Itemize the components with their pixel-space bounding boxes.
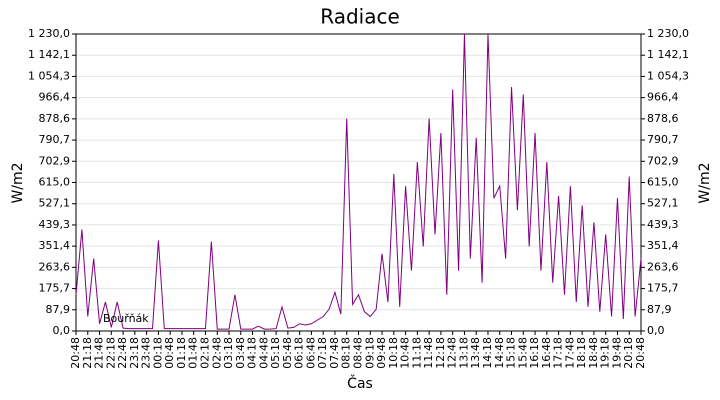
x-tick-label: 03:18 [222, 337, 235, 369]
x-tick-label: 18:18 [575, 337, 588, 369]
x-tick-label: 19:18 [599, 337, 612, 369]
y-tick-label: 1 142,1 [28, 48, 70, 61]
x-tick-label: 05:48 [281, 337, 294, 369]
x-tick-label: 22:18 [104, 337, 117, 369]
x-tick-label: 08:18 [340, 337, 353, 369]
x-tick-label: 23:18 [128, 337, 141, 369]
x-tick-label: 23:48 [140, 337, 153, 369]
x-tick-label: 10:48 [399, 337, 412, 369]
x-axis-label: Čas [347, 374, 373, 392]
y-tick-label: 87,9 [46, 303, 71, 316]
y2-tick-label: 527,1 [647, 197, 679, 210]
y2-tick-label: 790,7 [647, 133, 679, 146]
x-tick-label: 09:18 [363, 337, 376, 369]
y-tick-label: 878,6 [39, 112, 71, 125]
chart-title: Radiace [320, 5, 400, 29]
y2-tick-label: 878,6 [647, 112, 679, 125]
y2-tick-label: 1 142,1 [647, 48, 689, 61]
y-tick-label: 1 054,3 [28, 69, 70, 82]
x-tick-label: 02:48 [210, 337, 223, 369]
y2-tick-label: 1 230,0 [647, 27, 689, 40]
y2-tick-label: 439,3 [647, 218, 679, 231]
y-tick-label: 790,7 [39, 133, 71, 146]
x-tick-label: 03:48 [234, 337, 247, 369]
y-tick-label: 615,0 [39, 176, 71, 189]
y-tick-label: 263,6 [39, 260, 71, 273]
x-tick-label: 20:48 [69, 337, 82, 369]
y-tick-label: 527,1 [39, 197, 71, 210]
y2-tick-label: 966,4 [647, 91, 679, 104]
x-tick-label: 00:48 [163, 337, 176, 369]
x-tick-label: 02:18 [198, 337, 211, 369]
x-tick-label: 04:18 [246, 337, 259, 369]
x-tick-label: 21:18 [81, 337, 94, 369]
x-tick-label: 08:48 [352, 337, 365, 369]
x-tick-label: 04:48 [257, 337, 270, 369]
x-tick-label: 15:18 [505, 337, 518, 369]
x-tick-label: 14:48 [493, 337, 506, 369]
y-tick-label: 966,4 [39, 91, 71, 104]
x-tick-label: 01:48 [187, 337, 200, 369]
legend-label: Bouřňák [103, 312, 149, 325]
x-tick-label: 10:18 [387, 337, 400, 369]
y2-tick-label: 1 054,3 [647, 69, 689, 82]
y2-axis-label: W/m2 [697, 162, 713, 203]
x-tick-label: 16:18 [528, 337, 541, 369]
x-tick-label: 16:48 [540, 337, 553, 369]
x-tick-label: 13:18 [457, 337, 470, 369]
x-tick-label: 22:48 [116, 337, 129, 369]
x-tick-label: 00:18 [151, 337, 164, 369]
y2-tick-label: 615,0 [647, 176, 679, 189]
y-tick-label: 439,3 [39, 218, 71, 231]
y2-tick-label: 702,9 [647, 154, 679, 167]
x-tick-label: 12:48 [446, 337, 459, 369]
y2-tick-label: 263,6 [647, 260, 679, 273]
y-tick-label: 702,9 [39, 154, 71, 167]
x-tick-label: 05:18 [269, 337, 282, 369]
x-tick-label: 06:18 [293, 337, 306, 369]
x-tick-label: 12:18 [434, 337, 447, 369]
x-tick-label: 07:48 [328, 337, 341, 369]
x-tick-label: 20:48 [634, 337, 647, 369]
x-tick-label: 11:18 [410, 337, 423, 369]
y2-tick-label: 175,7 [647, 282, 679, 295]
x-tick-label: 19:48 [610, 337, 623, 369]
y2-tick-label: 0,0 [647, 324, 665, 337]
x-tick-label: 13:48 [469, 337, 482, 369]
x-tick-label: 07:18 [316, 337, 329, 369]
line [75, 33, 642, 330]
y2-tick-label: 351,4 [647, 239, 679, 252]
plot-frame [75, 33, 642, 332]
x-tick-label: 21:48 [93, 337, 106, 369]
x-tick-label: 01:18 [175, 337, 188, 369]
y-tick-label: 1 230,0 [28, 27, 70, 40]
y-axis-label: W/m2 [10, 162, 26, 203]
x-tick-label: 11:48 [422, 337, 435, 369]
y-tick-label: 0,0 [53, 324, 71, 337]
y2-tick-label: 87,9 [647, 303, 672, 316]
x-tick-label: 09:48 [375, 337, 388, 369]
x-tick-label: 14:18 [481, 337, 494, 369]
y-tick-label: 351,4 [39, 239, 71, 252]
x-tick-label: 17:18 [552, 337, 565, 369]
x-tick-label: 15:48 [516, 337, 529, 369]
x-tick-label: 20:18 [622, 337, 635, 369]
y-tick-label: 175,7 [39, 282, 71, 295]
x-tick-label: 18:48 [587, 337, 600, 369]
x-tick-label: 17:48 [563, 337, 576, 369]
x-tick-label: 06:48 [304, 337, 317, 369]
